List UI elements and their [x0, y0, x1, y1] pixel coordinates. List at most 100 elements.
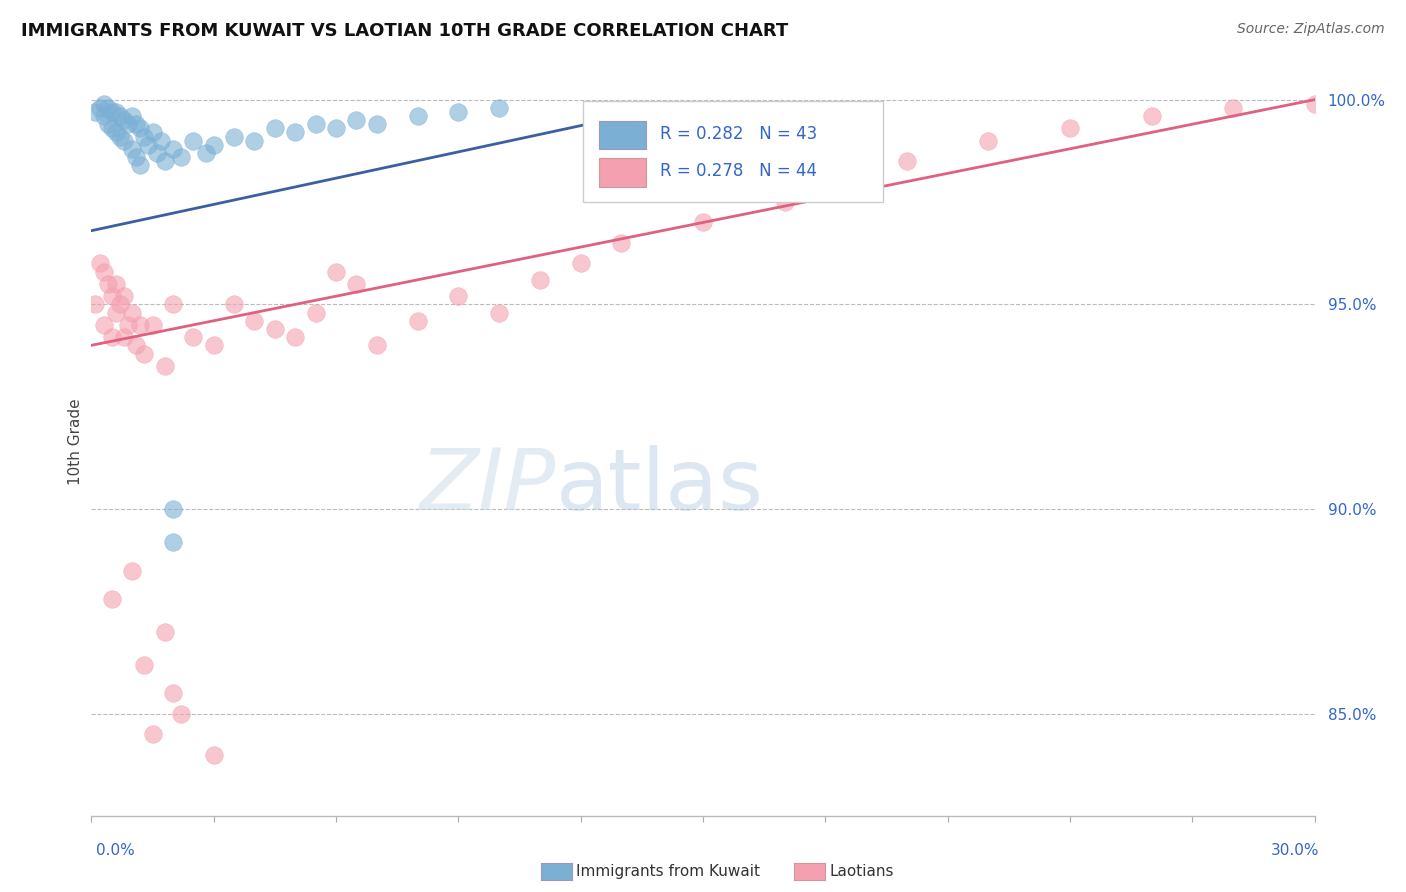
Point — [145, 145, 167, 160]
Point — [406, 109, 429, 123]
Point — [117, 117, 139, 131]
Point — [121, 109, 143, 123]
Point — [529, 273, 551, 287]
Point — [93, 318, 115, 332]
Point — [162, 142, 184, 156]
Point — [125, 150, 148, 164]
Point — [162, 686, 184, 700]
Point — [121, 305, 143, 319]
Text: Immigrants from Kuwait: Immigrants from Kuwait — [576, 864, 761, 879]
Point — [1222, 101, 1244, 115]
Point — [93, 109, 115, 123]
Point — [488, 101, 510, 115]
Point — [134, 129, 156, 144]
Point — [134, 657, 156, 672]
Point — [141, 125, 163, 139]
Point — [141, 727, 163, 741]
FancyBboxPatch shape — [599, 120, 645, 149]
Text: Laotians: Laotians — [830, 864, 894, 879]
FancyBboxPatch shape — [599, 158, 645, 186]
Point — [366, 117, 388, 131]
Point — [1059, 121, 1081, 136]
Text: IMMIGRANTS FROM KUWAIT VS LAOTIAN 10TH GRADE CORRELATION CHART: IMMIGRANTS FROM KUWAIT VS LAOTIAN 10TH G… — [21, 22, 789, 40]
Point — [202, 137, 225, 152]
Point — [104, 125, 127, 139]
Point — [304, 305, 326, 319]
Point — [104, 104, 127, 119]
Point — [153, 154, 176, 169]
Point — [977, 134, 1000, 148]
Point — [125, 117, 148, 131]
Point — [447, 104, 470, 119]
Point — [284, 330, 307, 344]
Point — [1303, 96, 1326, 111]
Point — [134, 346, 156, 360]
Point — [194, 145, 217, 160]
Point — [101, 121, 124, 136]
Point — [183, 330, 205, 344]
Point — [366, 338, 388, 352]
Point — [153, 624, 176, 639]
Point — [1140, 109, 1163, 123]
Text: R = 0.282   N = 43: R = 0.282 N = 43 — [661, 125, 817, 143]
Point — [447, 289, 470, 303]
Point — [121, 142, 143, 156]
Point — [101, 104, 124, 119]
Point — [162, 502, 184, 516]
Text: atlas: atlas — [557, 445, 765, 528]
Text: 30.0%: 30.0% — [1271, 843, 1319, 858]
Point — [610, 235, 633, 250]
Point — [89, 256, 111, 270]
Point — [304, 117, 326, 131]
Point — [93, 96, 115, 111]
Point — [183, 134, 205, 148]
Point — [284, 125, 307, 139]
Point — [153, 359, 176, 373]
Point — [243, 314, 266, 328]
Point — [104, 305, 127, 319]
Point — [162, 534, 184, 549]
FancyBboxPatch shape — [583, 101, 883, 202]
Text: Source: ZipAtlas.com: Source: ZipAtlas.com — [1237, 22, 1385, 37]
Point — [149, 134, 172, 148]
Point — [488, 305, 510, 319]
Point — [108, 297, 131, 311]
Point — [129, 158, 152, 172]
Point — [406, 314, 429, 328]
Point — [202, 747, 225, 762]
Point — [170, 706, 193, 721]
Point — [108, 109, 131, 123]
Point — [101, 289, 124, 303]
Point — [773, 194, 796, 209]
Point — [108, 129, 131, 144]
Point — [112, 113, 135, 128]
Point — [162, 297, 184, 311]
Point — [138, 137, 160, 152]
Point — [141, 318, 163, 332]
Text: 0.0%: 0.0% — [96, 843, 135, 858]
Point — [264, 322, 287, 336]
Point — [222, 129, 246, 144]
Point — [104, 277, 127, 291]
Point — [202, 338, 225, 352]
Text: ZIP: ZIP — [420, 445, 557, 528]
Point — [222, 297, 246, 311]
Point — [101, 592, 124, 607]
Point — [112, 134, 135, 148]
Point — [121, 564, 143, 578]
Point — [101, 330, 124, 344]
Point — [325, 121, 347, 136]
Point — [346, 277, 368, 291]
Y-axis label: 10th Grade: 10th Grade — [67, 398, 83, 485]
Point — [896, 154, 918, 169]
Point — [243, 134, 266, 148]
Point — [97, 277, 120, 291]
Point — [170, 150, 193, 164]
Point — [97, 117, 120, 131]
Point — [117, 318, 139, 332]
Point — [112, 289, 135, 303]
Point — [569, 256, 592, 270]
Point — [84, 104, 107, 119]
Point — [125, 338, 148, 352]
Point — [129, 121, 152, 136]
